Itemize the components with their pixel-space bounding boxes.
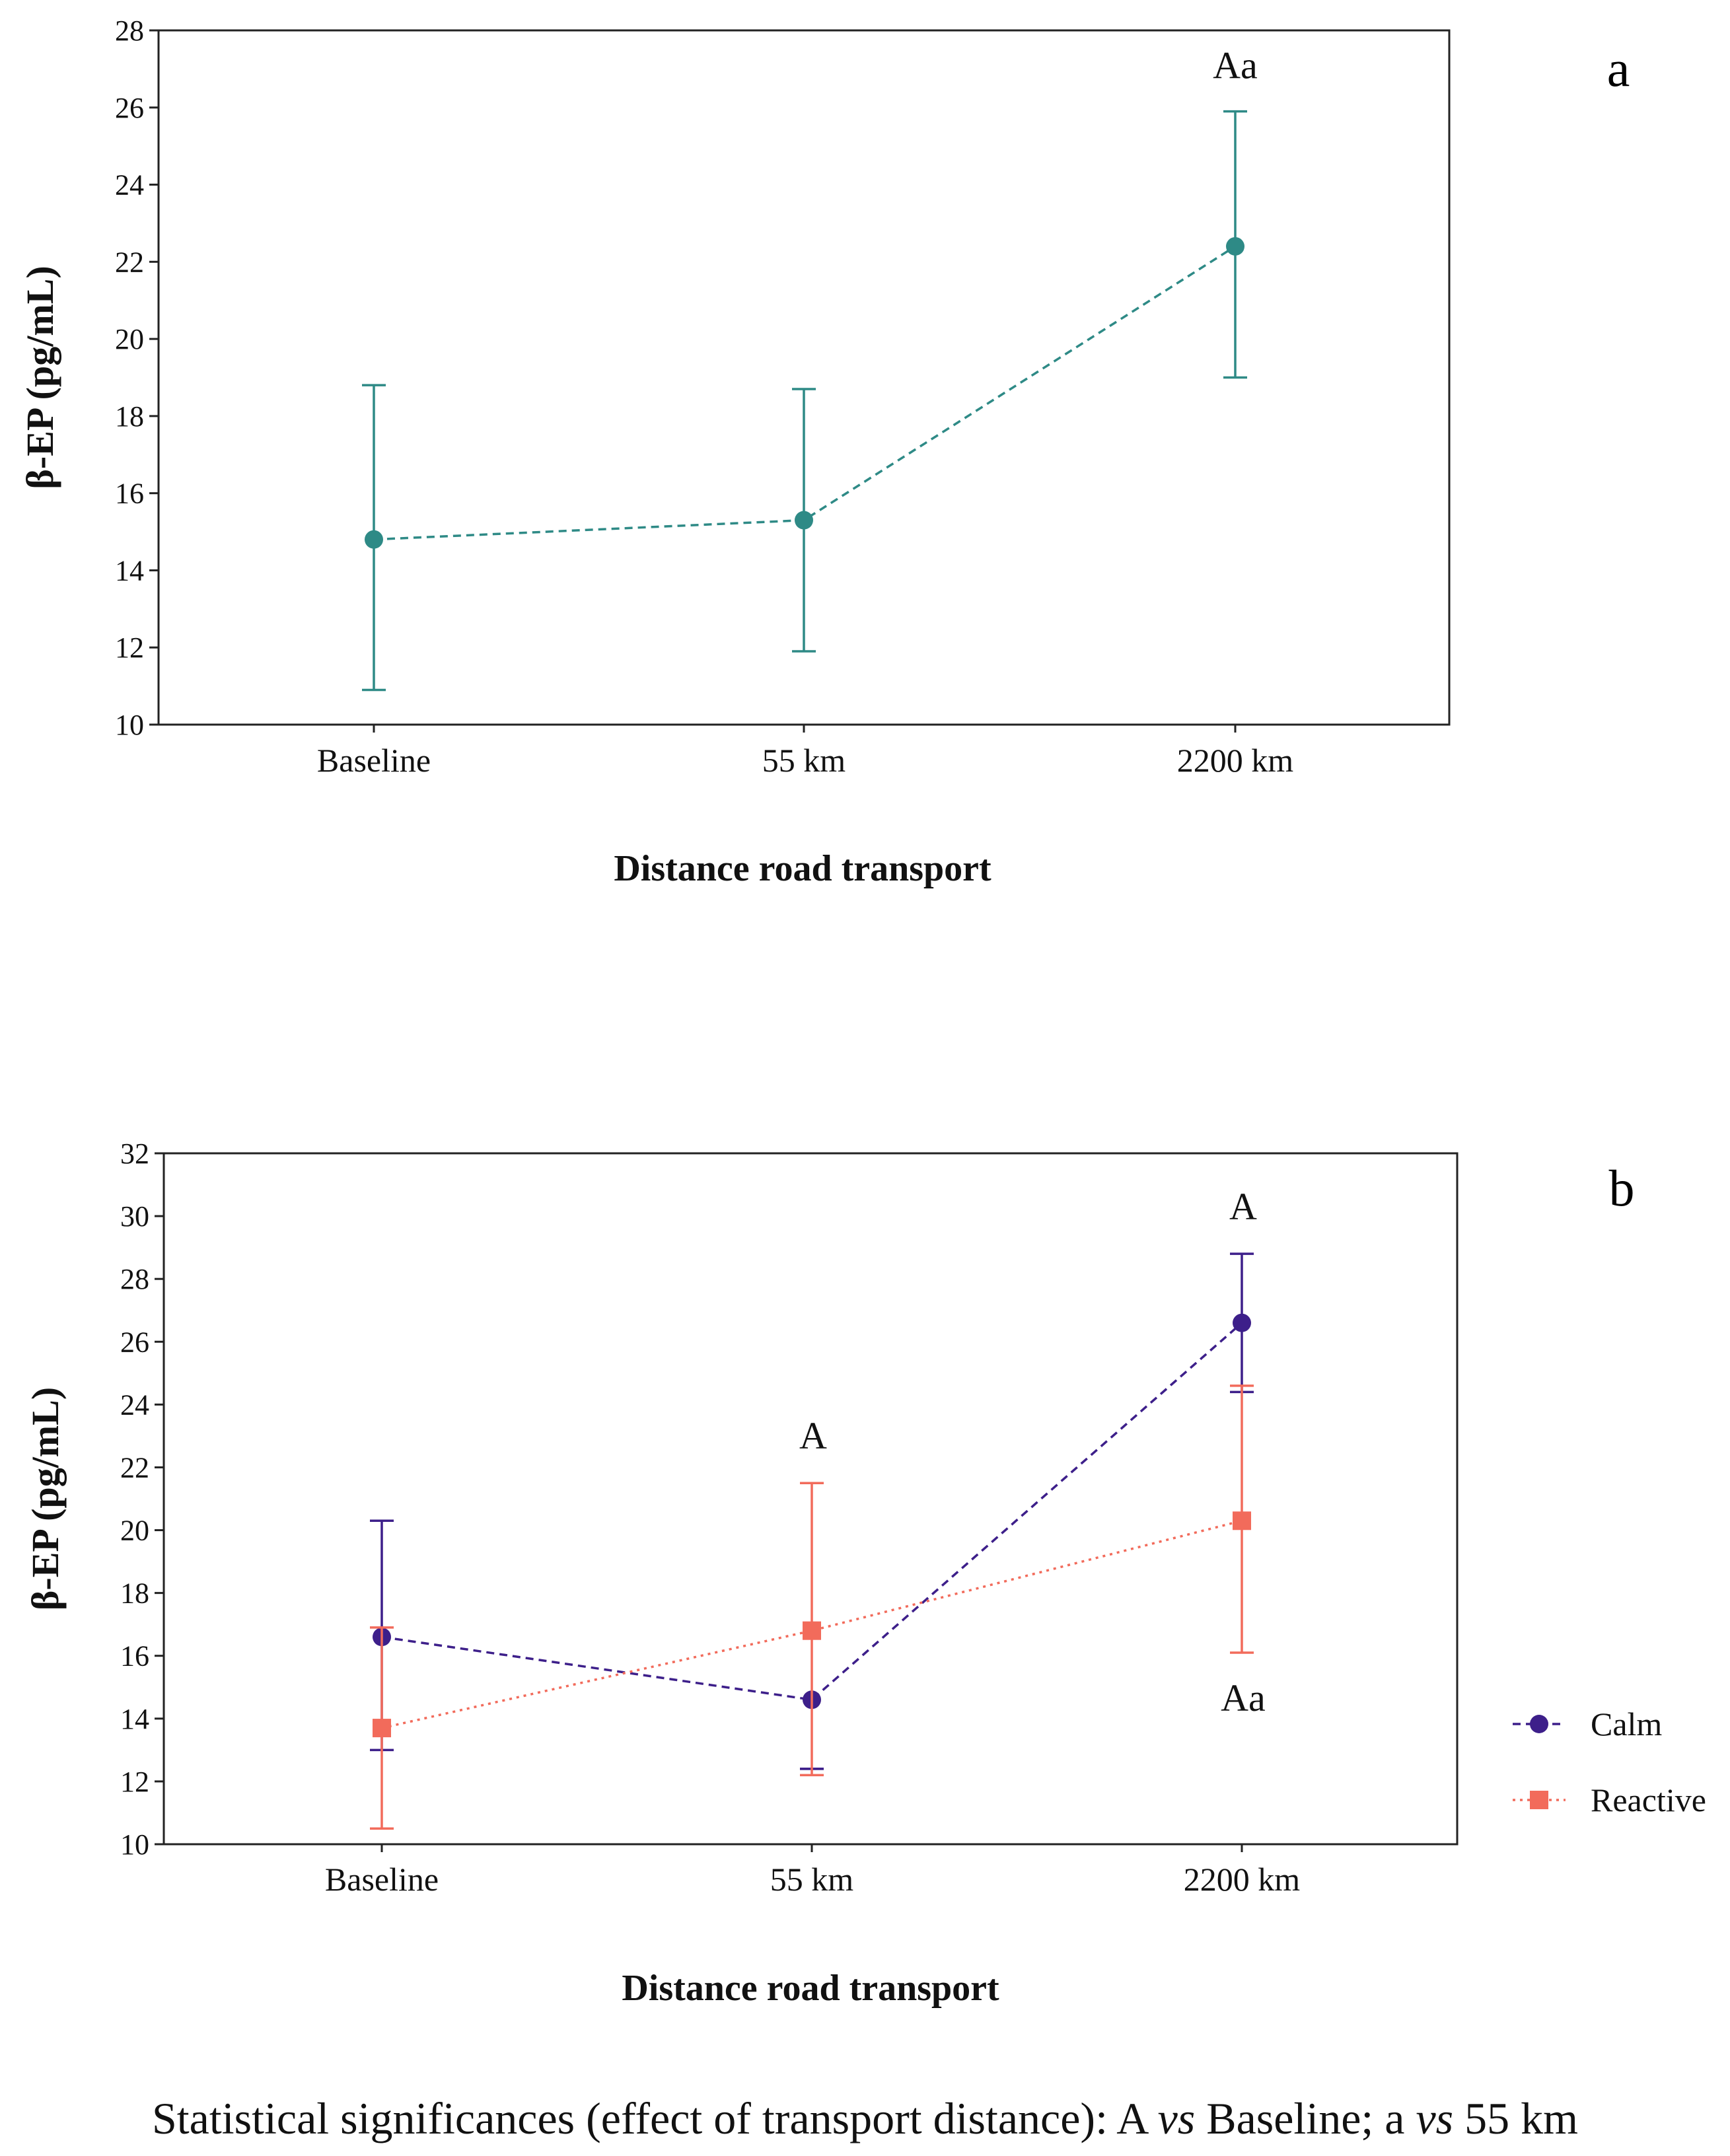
legend: Calm Reactive	[1513, 1706, 1706, 1818]
panel-letter: a	[1607, 40, 1630, 97]
significance-annotation: A	[1229, 1185, 1257, 1228]
y-tick-label: 26	[115, 92, 144, 124]
y-tick-label: 24	[120, 1388, 149, 1421]
data-point	[365, 530, 383, 549]
chart-panel-a: 10 12 14 16 18 20 22 24 26 28 Baseline 55 km 2200 km…	[18, 15, 1630, 889]
data-point	[803, 1621, 821, 1640]
y-axis-title: β-EP (pg/mL)	[18, 266, 61, 489]
x-category-label: Baseline	[317, 742, 431, 779]
caption: Statistical significances (effect of tra…	[0, 2093, 1730, 2145]
series-line	[381, 1519, 1243, 1729]
y-axis-title: β-EP (pg/mL)	[24, 1387, 67, 1610]
x-axis-title: Distance road transport	[622, 1968, 999, 2009]
data-point	[1233, 1313, 1251, 1332]
x-axis-title: Distance road transport	[614, 848, 991, 889]
y-tick-label: 12	[120, 1766, 149, 1798]
legend-marker	[1530, 1715, 1548, 1733]
y-tick-label: 14	[120, 1703, 149, 1735]
y-tick-label: 10	[115, 709, 144, 741]
data-point	[1233, 1511, 1251, 1530]
significance-annotation: Aa	[1221, 1676, 1266, 1719]
y-tick-label: 18	[120, 1577, 149, 1610]
panel-letter: b	[1609, 1159, 1635, 1217]
y-tick-label: 10	[120, 1828, 149, 1861]
y-tick-label: 18	[115, 400, 144, 433]
y-tick-label: 16	[120, 1640, 149, 1672]
caption-vs-2: vs	[1416, 2093, 1454, 2143]
legend-marker	[1530, 1791, 1548, 1809]
chart-panel-b: 10 12 14 16 18 20 22 24 26 28 30 32 Baseline 55 km 220…	[24, 1137, 1706, 2009]
y-tick-label: 28	[115, 15, 144, 47]
significance-annotation: A	[799, 1414, 827, 1457]
y-tick-label: 22	[120, 1451, 149, 1484]
y-tick-label: 14	[115, 554, 144, 587]
data-point	[373, 1719, 391, 1738]
data-point	[795, 511, 813, 530]
y-tick-label: 30	[120, 1200, 149, 1233]
legend-label: Reactive	[1591, 1781, 1706, 1818]
y-tick-label: 20	[120, 1515, 149, 1547]
y-tick-label: 26	[120, 1326, 149, 1358]
series-reactive: A Aa	[370, 1384, 1266, 1830]
x-category-label: 55 km	[770, 1861, 854, 1898]
x-category-label: 55 km	[762, 742, 846, 779]
y-tick-label: 16	[115, 478, 144, 510]
y-tick-label: 32	[120, 1137, 149, 1170]
caption-part-3: 55 km	[1453, 2093, 1579, 2143]
plot-frame	[162, 1152, 1459, 1846]
caption-vs-1: vs	[1157, 2093, 1196, 2143]
caption-part-1: Statistical significances (effect of tra…	[151, 2093, 1158, 2143]
x-category-label: 2200 km	[1177, 742, 1294, 779]
y-tick-label: 28	[120, 1263, 149, 1295]
legend-label: Calm	[1591, 1706, 1662, 1743]
y-tick-label: 12	[115, 631, 144, 664]
x-category-label: Baseline	[325, 1861, 439, 1898]
y-tick-label: 22	[115, 246, 144, 278]
series-calm: A	[370, 1185, 1257, 1770]
caption-part-2: Baseline; a	[1195, 2093, 1416, 2143]
y-tick-label: 20	[115, 323, 144, 355]
data-point	[1226, 236, 1244, 256]
x-category-label: 2200 km	[1184, 1861, 1301, 1898]
significance-annotation: Aa	[1213, 44, 1258, 87]
y-tick-label: 24	[115, 169, 144, 201]
series--ep: Aa	[362, 44, 1258, 692]
